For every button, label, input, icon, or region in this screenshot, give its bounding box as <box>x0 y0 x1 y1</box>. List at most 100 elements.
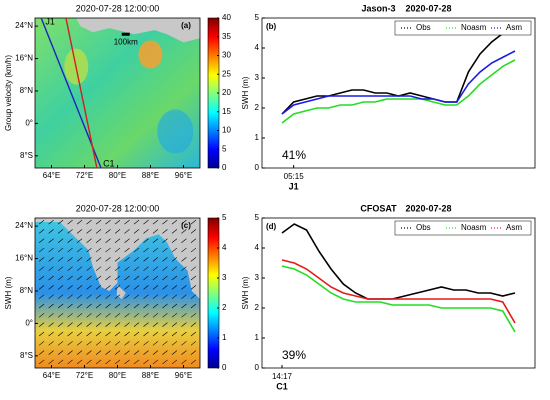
wind-arrow <box>152 257 159 262</box>
wind-arrow <box>143 285 149 290</box>
wind-arrow <box>57 247 64 253</box>
wind-arrow <box>114 359 121 365</box>
legend-label: Obs <box>416 223 431 232</box>
wind-arrow <box>133 303 140 309</box>
wind-arrow <box>171 294 178 299</box>
wind-arrow <box>152 229 159 234</box>
wind-arrow <box>171 219 178 225</box>
panel-label: (a) <box>181 21 191 30</box>
x-tick-label: 64°E <box>43 371 60 380</box>
wind-arrow <box>181 219 187 225</box>
wind-arrow <box>95 257 102 262</box>
wind-arrow <box>181 275 187 281</box>
wind-arrow <box>76 303 83 309</box>
chart-date: 2020-07-28 <box>405 203 451 213</box>
wind-arrow <box>133 294 140 299</box>
wind-arrow <box>114 322 121 327</box>
wind-arrow <box>76 322 83 327</box>
wind-arrow <box>76 229 83 234</box>
wind-arrow <box>143 294 149 299</box>
colorbar-label: Group velocity (km/h) <box>4 55 13 131</box>
wind-arrow <box>95 322 102 327</box>
wind-arrow <box>181 341 187 346</box>
wind-arrow <box>133 229 140 234</box>
wind-arrow <box>95 247 102 253</box>
wind-arrow <box>152 341 159 346</box>
wind-arrow <box>38 238 45 243</box>
wind-arrow <box>57 266 64 271</box>
wind-arrow <box>105 229 111 234</box>
wind-arrow <box>133 331 140 337</box>
wind-arrow <box>124 331 130 337</box>
colorbar-tick-label: 3 <box>222 273 227 282</box>
y-tick-label: 2 <box>255 303 260 312</box>
map-area <box>35 18 200 168</box>
wind-arrow <box>48 275 54 281</box>
wind-arrow <box>95 341 102 346</box>
colorbar-tick-label: 5 <box>222 144 227 153</box>
wind-arrow <box>38 359 45 365</box>
legend-box <box>394 20 532 36</box>
wind-arrow <box>190 229 197 234</box>
wind-arrow <box>114 341 121 346</box>
wind-arrow <box>48 219 54 225</box>
wind-arrow <box>67 331 73 337</box>
x-tick-label: 96°E <box>175 171 192 180</box>
wind-arrow <box>171 359 178 365</box>
wind-arrow <box>133 238 140 243</box>
wind-arrow <box>114 238 121 243</box>
map-area <box>35 218 200 368</box>
wind-arrow <box>152 247 159 253</box>
wind-arrow <box>171 303 178 309</box>
wind-arrow <box>38 285 45 290</box>
colorbar-tick-label: 20 <box>222 88 231 97</box>
legend-label: Obs <box>416 23 431 32</box>
track-label: C1 <box>276 381 288 391</box>
wind-arrow <box>190 303 197 309</box>
wind-arrow <box>171 275 178 281</box>
wind-arrow <box>95 238 102 243</box>
wind-arrow <box>114 229 121 234</box>
wind-arrow <box>190 219 197 225</box>
wind-arrow <box>133 285 140 290</box>
colorbar-tick-label: 35 <box>222 32 231 41</box>
wind-arrow <box>152 238 159 243</box>
wind-arrow <box>162 266 168 271</box>
wind-arrow <box>38 266 45 271</box>
y-tick-label: 1 <box>255 333 260 342</box>
y-tick-label: 0 <box>255 163 260 172</box>
wind-arrow <box>190 294 197 299</box>
track-c1 <box>65 17 98 169</box>
y-tick-label: 8°N <box>20 286 34 295</box>
wind-arrow <box>67 285 73 290</box>
wind-arrow <box>86 219 92 225</box>
wind-arrow <box>190 350 197 355</box>
wind-arrow <box>124 275 130 281</box>
wind-arrow <box>76 219 83 225</box>
panel-label: (d) <box>266 222 277 231</box>
wind-arrow <box>124 359 130 365</box>
wind-arrow <box>67 219 73 225</box>
wind-arrow <box>162 285 168 290</box>
series-line <box>281 223 516 300</box>
wind-arrow <box>38 294 45 299</box>
wind-arrow <box>95 219 102 225</box>
wind-arrow <box>95 275 102 281</box>
wind-arrow <box>105 275 111 281</box>
wind-arrow <box>162 322 168 327</box>
wind-arrow <box>86 229 92 234</box>
wind-arrow <box>162 331 168 337</box>
wind-arrow <box>124 238 130 243</box>
wind-arrow <box>152 331 159 337</box>
wind-arrow <box>162 275 168 281</box>
y-tick-label: 0° <box>25 319 33 328</box>
wind-arrow <box>86 350 92 355</box>
wind-arrow <box>152 303 159 309</box>
wind-arrow <box>124 266 130 271</box>
wind-arrow <box>48 341 54 346</box>
hot-spot <box>138 40 163 69</box>
score: 39% <box>282 348 306 362</box>
chart-title: Jason-3 <box>361 3 395 13</box>
x-tick-label: 88°E <box>142 171 159 180</box>
